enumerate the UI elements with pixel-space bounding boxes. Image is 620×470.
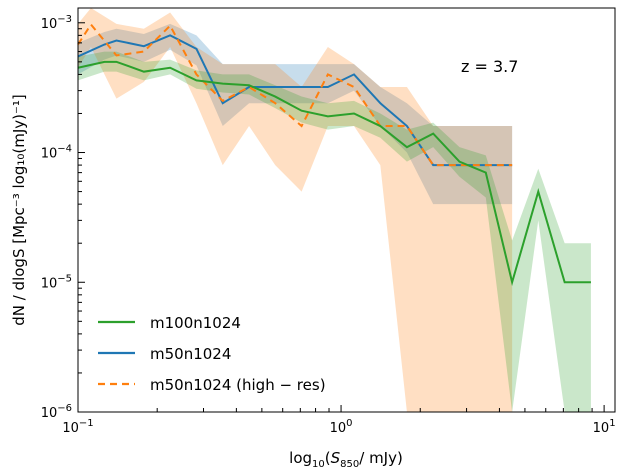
y-tick-label: 10−6 (41, 403, 72, 421)
band-m50n1024-high-res (78, 8, 513, 412)
x-axis-label: log10(S850/ mJy) (289, 449, 403, 470)
x-tick-label: 101 (593, 418, 616, 436)
line-m50n1024-high-res (77, 22, 513, 167)
legend-label: m100n1024 (150, 314, 241, 332)
series-lines (77, 22, 591, 287)
band-m100n1024 (78, 51, 591, 413)
legend-label: m50n1024 (150, 345, 231, 363)
x-tick-label: 10−1 (62, 418, 93, 436)
plot-frame (77, 7, 616, 413)
y-tick-label: 10−3 (41, 14, 72, 32)
legend: m100n1024 m50n1024 m50n1024 (high − res) (98, 314, 326, 394)
y-axis-label: dN / dlogS [Mpc⁻³ log₁₀(mJy)⁻¹] (10, 94, 28, 326)
x-tick-label: 100 (330, 418, 353, 436)
tick-labels: 10−1 100 101 10−6 10−5 10−4 10−3 (41, 14, 616, 436)
y-tick-label: 10−4 (41, 144, 72, 162)
y-tick-label: 10−5 (41, 273, 72, 291)
line-m100n1024 (77, 60, 591, 287)
axis-ticks (77, 22, 605, 413)
legend-label: m50n1024 (high − res) (150, 376, 326, 394)
redshift-annotation: z = 3.7 (461, 57, 518, 76)
